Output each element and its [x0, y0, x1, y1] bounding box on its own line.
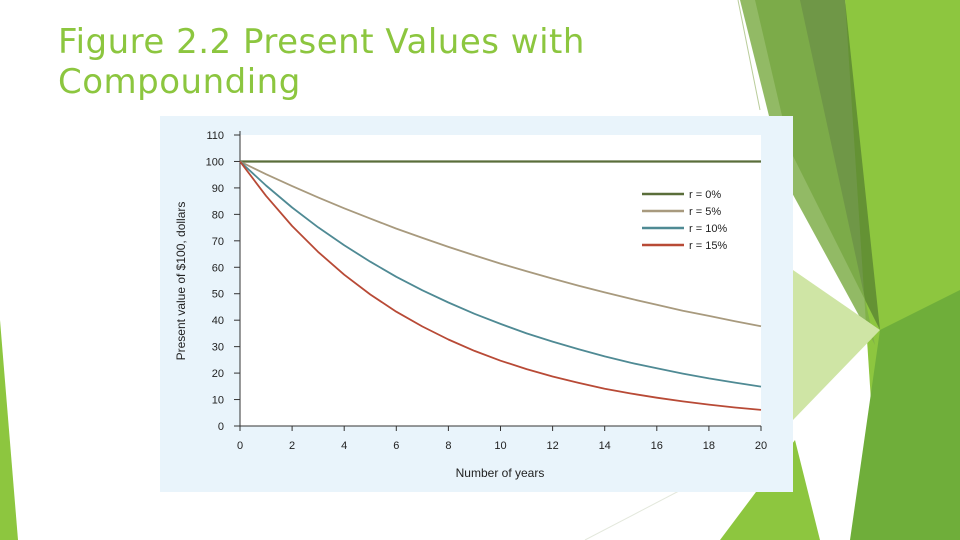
left-green-stripe	[0, 320, 18, 540]
y-tick-label: 70	[212, 236, 224, 248]
x-tick-label: 8	[445, 440, 451, 452]
x-tick-label: 16	[651, 440, 663, 452]
y-tick-label: 110	[206, 130, 224, 142]
chart-panel: 0 10 20 30 40 50 60 70 80 90 100 110 0 2 4 6 8 10 12 14 16 18…	[160, 116, 793, 492]
series-line-2	[239, 160, 762, 388]
right-pale-green-facet	[793, 270, 880, 420]
y-tick-label: 60	[212, 262, 224, 274]
legend-label-2: r = 10%	[689, 223, 727, 235]
legend-label-1: r = 5%	[689, 206, 721, 218]
plot-area	[240, 135, 761, 426]
x-tick-label: 0	[237, 440, 243, 452]
x-tick-label: 12	[546, 440, 558, 452]
x-tick-label: 14	[599, 440, 611, 452]
x-axis-label: Number of years	[456, 466, 545, 480]
x-tick-label: 10	[494, 440, 506, 452]
y-tick-label: 50	[212, 289, 224, 301]
legend-label-3: r = 15%	[689, 240, 727, 252]
present-value-chart: 0 10 20 30 40 50 60 70 80 90 100 110 0 2 4 6 8 10 12 14 16 18…	[174, 130, 767, 480]
y-tick-label: 100	[206, 156, 224, 168]
series-line-1	[239, 160, 762, 328]
legend-label-0: r = 0%	[689, 189, 721, 201]
x-tick-label: 4	[341, 440, 347, 452]
right-mid-green-facet	[740, 0, 875, 345]
y-axis-label: Present value of $100, dollars	[174, 202, 188, 361]
y-tick-label: 90	[212, 183, 224, 195]
slide-title-line1: Figure 2.2 Present Values with	[58, 22, 585, 62]
chart-legend: r = 0% r = 5% r = 10% r = 15%	[642, 189, 727, 252]
x-tick-label: 20	[755, 440, 767, 452]
chart-axes: 0 10 20 30 40 50 60 70 80 90 100 110 0 2 4 6 8 10 12 14 16 18…	[206, 130, 767, 452]
slide-title: Figure 2.2 Present Values with Compoundi…	[58, 22, 658, 102]
y-tick-label: 80	[212, 209, 224, 221]
right-bottom-green-facet	[850, 290, 960, 540]
x-tick-label: 6	[393, 440, 399, 452]
y-tick-label: 0	[218, 421, 224, 433]
slide-title-line2: Compounding	[58, 62, 301, 102]
x-tick-label: 18	[703, 440, 715, 452]
y-tick-label: 20	[212, 368, 224, 380]
x-tick-label: 2	[289, 440, 295, 452]
y-tick-label: 40	[212, 315, 224, 327]
y-tick-label: 30	[212, 342, 224, 354]
y-tick-label: 10	[212, 395, 224, 407]
thin-accent-line	[737, 0, 761, 111]
chart-series-lines	[239, 160, 762, 411]
series-line-3	[239, 160, 762, 411]
